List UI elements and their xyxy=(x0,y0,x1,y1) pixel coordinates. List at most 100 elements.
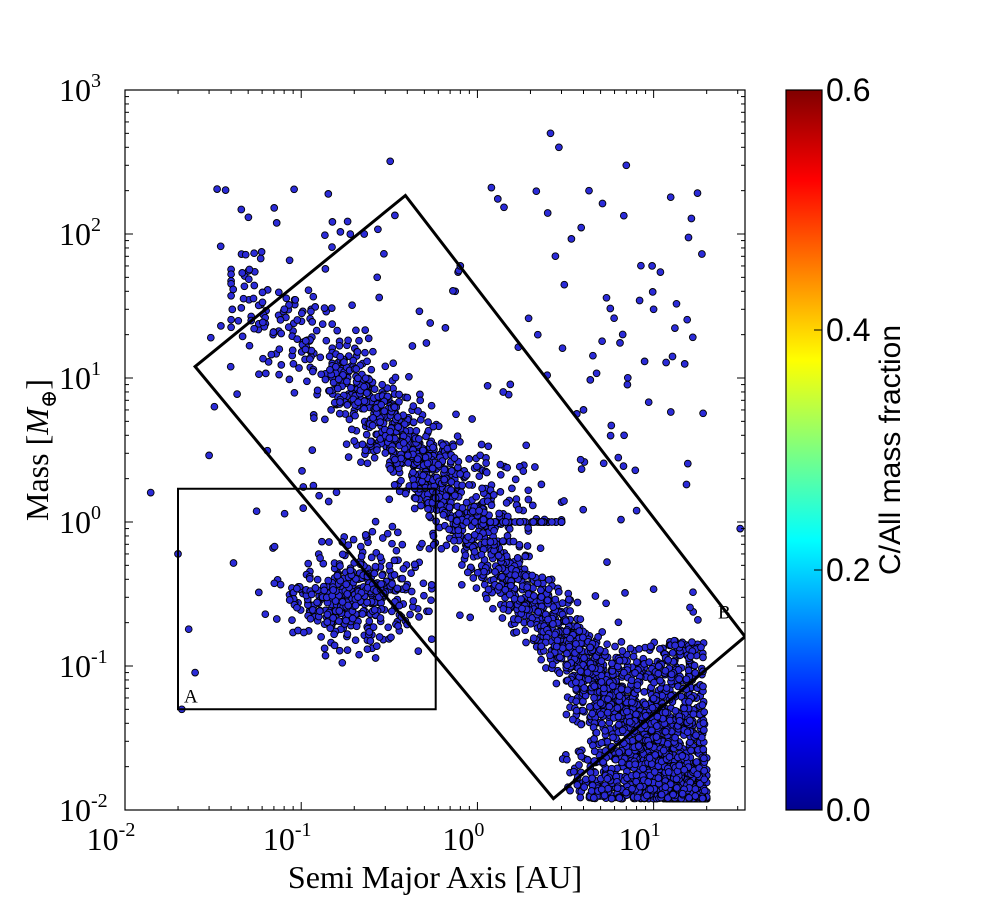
data-point xyxy=(495,582,503,591)
data-point xyxy=(390,403,399,412)
data-point xyxy=(310,414,318,422)
data-point xyxy=(693,189,702,197)
data-point xyxy=(370,569,379,578)
data-point xyxy=(585,703,594,711)
data-point xyxy=(267,350,276,359)
data-point xyxy=(424,505,432,513)
data-point xyxy=(380,249,388,258)
data-point xyxy=(572,678,580,687)
data-point xyxy=(580,684,589,692)
x-tick-label: 10-1 xyxy=(263,819,312,857)
data-point xyxy=(529,518,538,526)
data-point xyxy=(613,784,622,793)
data-point xyxy=(478,484,486,493)
data-point xyxy=(483,381,492,390)
data-point xyxy=(611,642,619,651)
data-point xyxy=(672,784,681,792)
data-point xyxy=(501,518,510,526)
colorbar-label: C/All mass fraction xyxy=(874,325,907,575)
data-point xyxy=(482,459,490,467)
data-point xyxy=(293,603,301,612)
data-point xyxy=(684,233,693,242)
data-point xyxy=(596,646,604,654)
data-point xyxy=(472,492,481,501)
data-point xyxy=(622,161,631,170)
data-point xyxy=(346,230,355,238)
data-point xyxy=(592,369,601,378)
x-tick-label: 10-2 xyxy=(87,819,136,857)
data-point xyxy=(327,406,335,414)
data-point xyxy=(392,546,401,555)
data-point xyxy=(293,335,302,343)
data-point xyxy=(327,304,336,312)
data-point xyxy=(641,700,650,709)
region-a-outline xyxy=(177,487,437,711)
data-point xyxy=(388,539,396,548)
data-point xyxy=(579,633,587,642)
data-point xyxy=(445,525,453,534)
data-point xyxy=(661,783,670,791)
data-point xyxy=(566,607,574,615)
data-point xyxy=(477,440,486,449)
data-point xyxy=(369,414,377,422)
data-point xyxy=(699,682,707,691)
data-point xyxy=(409,597,418,605)
data-point xyxy=(390,481,399,489)
data-point xyxy=(511,475,520,484)
data-point xyxy=(301,337,310,345)
data-point xyxy=(522,441,531,450)
data-point xyxy=(332,488,341,497)
data-point xyxy=(618,330,627,339)
data-point xyxy=(325,386,334,395)
data-point xyxy=(680,360,689,368)
data-point xyxy=(586,376,595,384)
data-point xyxy=(603,640,611,649)
data-point xyxy=(473,568,482,577)
data-point xyxy=(250,324,258,333)
data-point xyxy=(652,733,661,741)
data-point xyxy=(524,486,533,495)
data-point xyxy=(390,556,399,565)
data-point xyxy=(321,375,330,384)
data-point xyxy=(385,434,394,443)
data-point xyxy=(671,324,679,332)
data-point xyxy=(429,443,437,452)
data-point xyxy=(406,610,414,619)
data-point xyxy=(633,681,642,690)
y-tick-exponent: 0 xyxy=(91,502,101,524)
data-point xyxy=(565,595,573,604)
data-point xyxy=(599,684,608,693)
data-point xyxy=(613,704,622,712)
data-point xyxy=(318,320,327,328)
data-point xyxy=(370,605,379,614)
data-point xyxy=(700,708,709,716)
data-point xyxy=(484,585,493,594)
data-point xyxy=(454,526,463,535)
data-point xyxy=(466,613,475,622)
data-point xyxy=(275,345,284,354)
data-point xyxy=(521,626,530,635)
data-point xyxy=(617,638,626,646)
data-point xyxy=(551,252,560,261)
data-point xyxy=(325,538,333,546)
data-point xyxy=(290,388,299,397)
data-point xyxy=(364,334,373,343)
data-point xyxy=(500,203,508,212)
data-point xyxy=(347,425,356,434)
data-point xyxy=(498,614,507,622)
data-point xyxy=(357,458,365,467)
data-point xyxy=(566,634,574,643)
data-point xyxy=(529,634,538,643)
data-point xyxy=(321,651,330,660)
data-point xyxy=(317,633,325,641)
data-point xyxy=(558,344,567,353)
data-point xyxy=(549,620,557,628)
data-point xyxy=(328,218,337,226)
data-point xyxy=(425,607,433,616)
y-tick-label: 103 xyxy=(59,70,101,108)
data-point xyxy=(624,748,633,757)
data-point xyxy=(599,459,608,468)
data-point xyxy=(449,287,457,295)
data-point xyxy=(269,328,278,337)
data-point xyxy=(678,752,687,760)
